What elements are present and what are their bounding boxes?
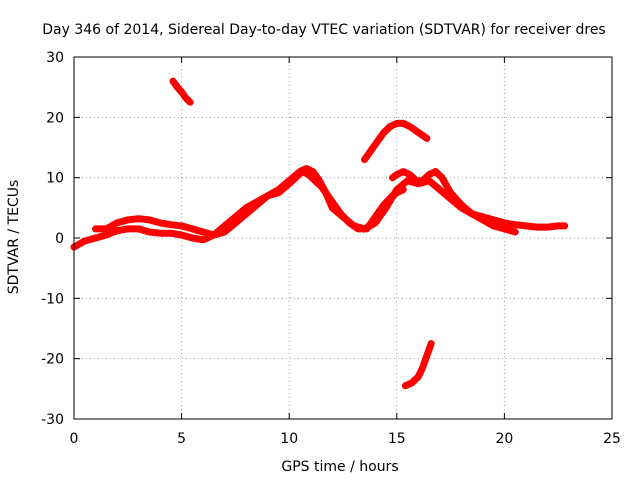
series-track-6: [401, 340, 435, 390]
y-tick-label: 0: [55, 231, 64, 247]
y-tick-label: 30: [46, 50, 64, 66]
tick-layer: 0 5 10 15 20 25 -30 -20 -10 0 10 20 30: [41, 50, 621, 447]
series-track-4: [169, 77, 194, 106]
series-layer: [70, 77, 569, 390]
series-track-3: [389, 168, 519, 236]
x-tick-label: 25: [603, 431, 621, 447]
y-axis-label: SDTVAR / TECUs: [6, 180, 22, 295]
y-tick-label: 10: [46, 171, 64, 187]
grid-layer: [74, 57, 612, 419]
chart-title: Day 346 of 2014, Sidereal Day-to-day VTE…: [42, 22, 605, 38]
x-axis-label: GPS time / hours: [281, 459, 398, 475]
x-tick-label: 0: [70, 431, 79, 447]
y-tick-label: -30: [41, 412, 64, 428]
x-tick-label: 10: [280, 431, 298, 447]
x-tick-label: 15: [388, 431, 406, 447]
series-track-5: [361, 119, 431, 164]
series-track-1: [70, 168, 407, 251]
x-tick-label: 5: [177, 431, 186, 447]
x-tick-label: 20: [495, 431, 513, 447]
y-tick-label: -10: [41, 291, 64, 307]
y-tick-label: 20: [46, 110, 64, 126]
y-tick-label: -20: [41, 352, 64, 368]
